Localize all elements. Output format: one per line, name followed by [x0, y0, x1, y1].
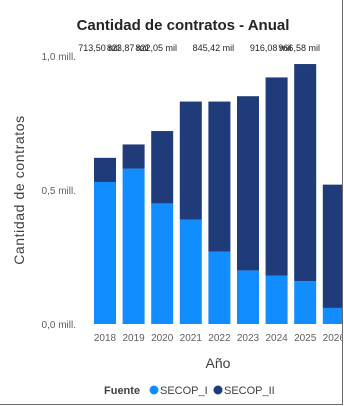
x-axis-label: Año — [206, 355, 231, 371]
x-tick-label: 2026 — [323, 333, 343, 344]
legend: Fuente SECOP_I SECOP_II — [104, 385, 275, 397]
legend-label[interactable]: SECOP_I — [160, 385, 208, 397]
bar-secop-i-2024[interactable] — [265, 275, 288, 324]
bar-secop-i-2019[interactable] — [122, 168, 145, 324]
bar-secop-i-2020[interactable] — [151, 203, 174, 324]
x-axis-ticks: 2018 2019 2020 2021 2022 2023 2024 2025 2026 — [94, 333, 343, 344]
data-label: 845,42 mil — [193, 43, 235, 53]
bar-secop-ii-2024[interactable] — [265, 77, 288, 276]
bar-secop-ii-2022[interactable] — [208, 101, 231, 252]
chart-title: Cantidad de contratos - Anual — [77, 17, 290, 34]
bar-secop-i-2018[interactable] — [94, 181, 116, 324]
legend-marker-secop-ii — [213, 385, 223, 395]
bar-secop-ii-2025[interactable] — [294, 64, 317, 282]
legend-label[interactable]: SECOP_II — [224, 385, 275, 397]
legend-title: Fuente — [104, 385, 140, 397]
bars-group — [94, 64, 343, 324]
bar-secop-i-2026[interactable] — [322, 307, 343, 324]
x-tick-label: 2020 — [151, 333, 174, 344]
x-tick-label: 2024 — [265, 333, 288, 344]
bar-secop-ii-2018[interactable] — [94, 157, 116, 182]
bar-secop-i-2021[interactable] — [179, 219, 202, 324]
x-tick-label: 2021 — [180, 333, 203, 344]
y-axis-label: Cantidad de contratos — [11, 115, 27, 265]
data-label: 822,05 mil — [135, 43, 177, 53]
bar-secop-ii-2023[interactable] — [237, 96, 259, 271]
x-tick-label: 2018 — [94, 333, 117, 344]
y-tick-label: 0,5 mill. — [42, 186, 76, 197]
data-label: 823,87 mil — [107, 43, 149, 53]
bar-secop-ii-2021[interactable] — [179, 101, 202, 220]
x-tick-label: 2019 — [122, 333, 145, 344]
y-tick-label: 0,0 mill. — [42, 320, 76, 331]
bar-secop-i-2025[interactable] — [294, 281, 317, 324]
data-label: 916,08 mil — [250, 43, 292, 53]
data-label: 713,50 mil — [78, 43, 120, 53]
bar-secop-i-2023[interactable] — [237, 270, 259, 324]
data-label: 966,58 mil — [278, 43, 320, 53]
x-tick-label: 2025 — [294, 333, 317, 344]
bar-secop-i-2022[interactable] — [208, 251, 231, 324]
x-tick-label: 2023 — [237, 333, 260, 344]
x-tick-label: 2022 — [208, 333, 231, 344]
y-tick-label: 1,0 mill. — [42, 52, 76, 63]
y-axis-ticks: 0,0 mill. 0,5 mill. 1,0 mill. — [42, 52, 76, 331]
bar-secop-ii-2020[interactable] — [151, 131, 174, 204]
bar-secop-ii-2019[interactable] — [122, 144, 145, 169]
legend-marker-secop-i — [149, 385, 159, 395]
bar-secop-ii-2026[interactable] — [322, 184, 343, 308]
